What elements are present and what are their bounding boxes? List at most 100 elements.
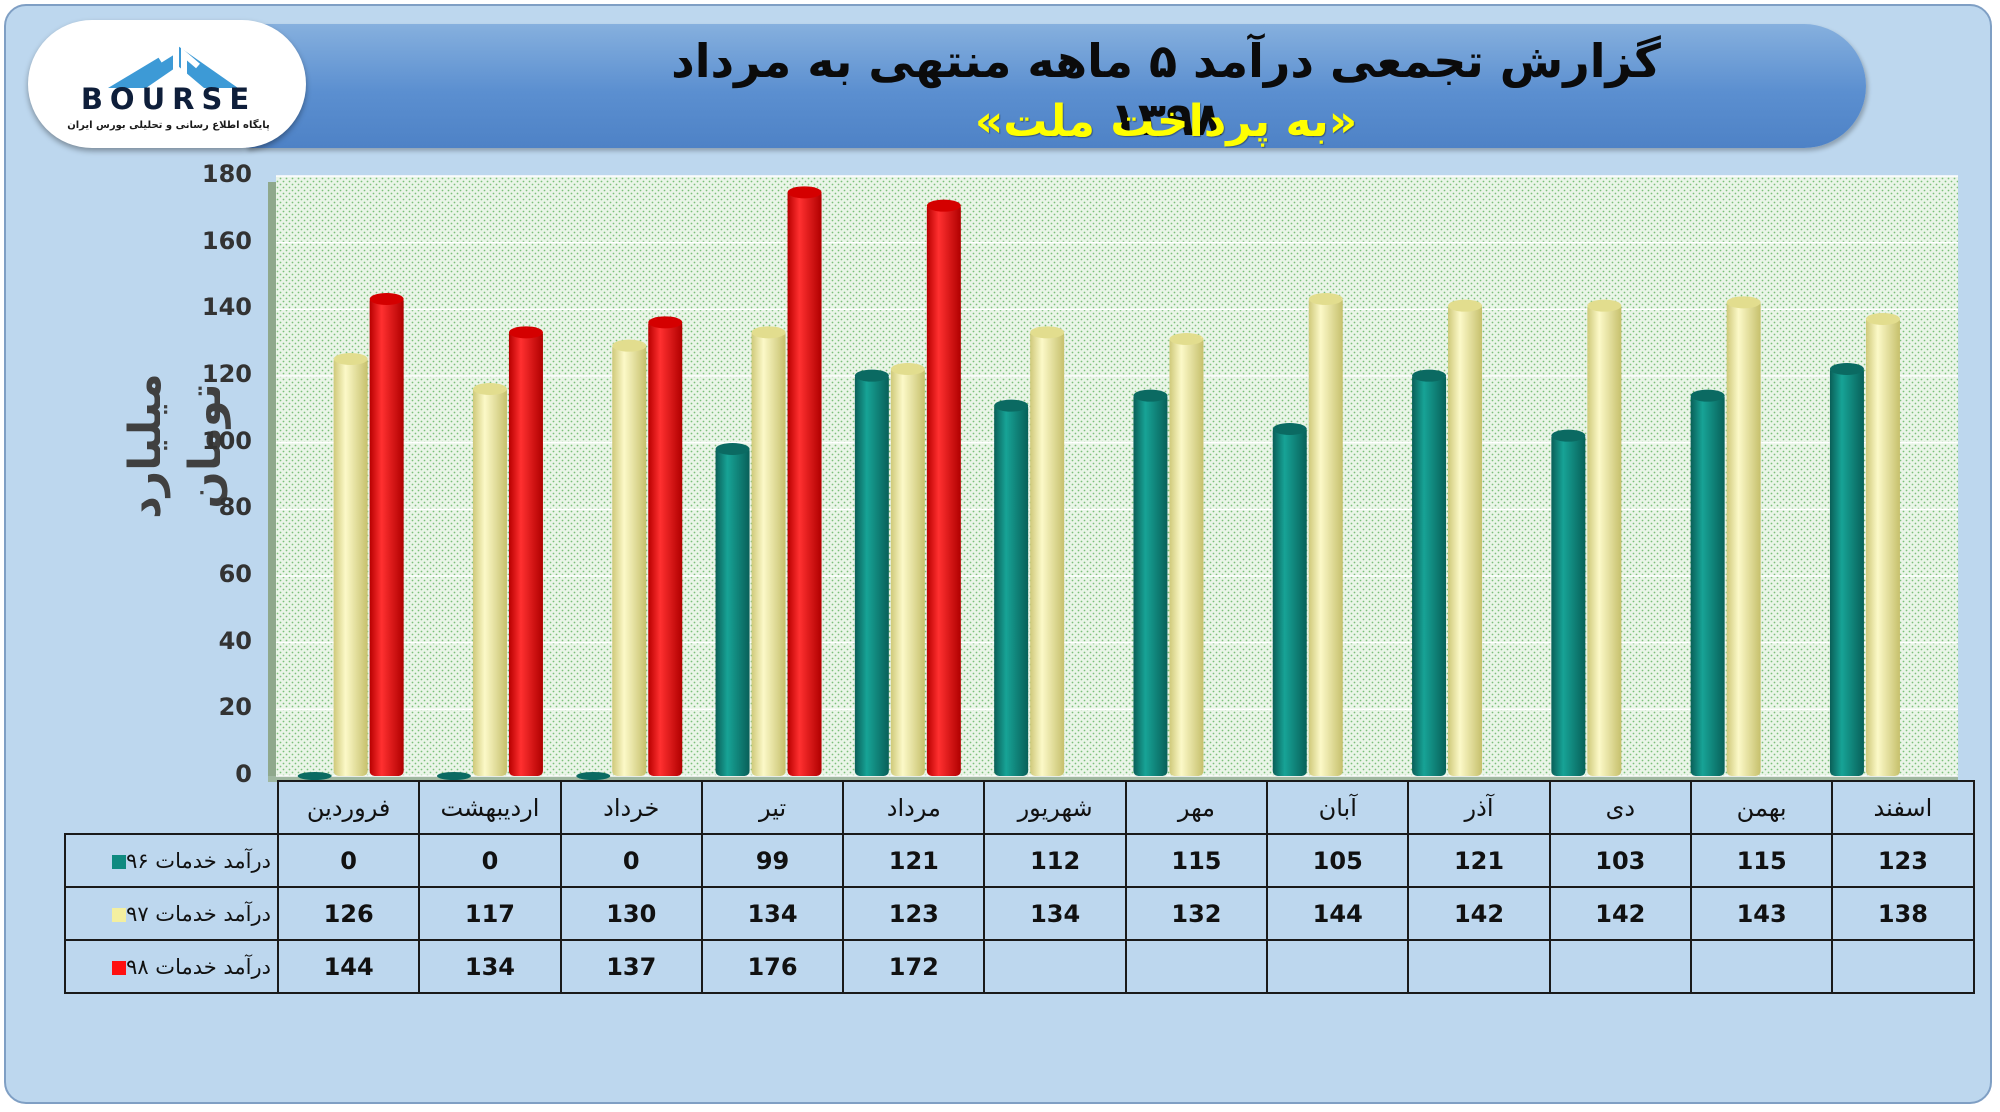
y-tick-label: 180	[201, 160, 252, 188]
table-cell: 112	[983, 833, 1127, 888]
table-cell: 144	[276, 939, 421, 994]
bar-cap	[1133, 389, 1168, 402]
bar	[715, 446, 750, 776]
bar	[854, 372, 889, 776]
bar	[648, 319, 683, 776]
bourse-logo: BOURSE پایگاه اطلاع رسانی و تحلیلی بورس …	[28, 20, 306, 148]
logo-mark-icon	[108, 44, 238, 88]
bar-cap	[472, 383, 507, 395]
bar-cap	[369, 293, 404, 305]
bar-cap	[926, 199, 961, 212]
table-cell: 126	[276, 886, 421, 941]
bar-cap	[1551, 429, 1586, 442]
table-cell: 99	[700, 833, 845, 888]
bar	[612, 342, 647, 776]
table-cell: 103	[1548, 833, 1692, 888]
chart-frame: گزارش تجمعی درآمد ۵ ماهه منتهی به مرداد …	[4, 4, 1992, 1104]
table-row: درآمد خدمات ۹۸ 144 134 137 176 172	[64, 939, 1975, 994]
bar-cap	[994, 399, 1029, 412]
bar	[1169, 336, 1204, 776]
bar-cap	[1865, 313, 1900, 325]
y-tick-label: 60	[218, 560, 252, 588]
y-tick-label: 160	[201, 226, 252, 255]
category-label: مرداد	[842, 780, 986, 835]
table-cell: 138	[1831, 886, 1975, 941]
table-cell: 0	[559, 833, 703, 888]
bar	[508, 329, 543, 776]
logo-subtext: پایگاه اطلاع رسانی و تحلیلی بورس ایران	[67, 120, 270, 131]
bar-cap	[1726, 296, 1761, 309]
bar-cap	[1169, 333, 1204, 345]
table-cell	[1407, 939, 1551, 994]
category-label: تیر	[700, 780, 845, 835]
bar-cap	[648, 316, 683, 329]
bar-cap	[1412, 369, 1447, 382]
bar	[1308, 296, 1343, 776]
table-cell: 117	[418, 886, 562, 941]
bar	[787, 189, 822, 777]
table-cell: 0	[418, 833, 562, 888]
table-row: درآمد خدمات ۹۶ 0 0 0 99 121 112 115 105 121 103 115…	[64, 833, 1975, 888]
bar	[1726, 299, 1761, 776]
table-cell: 137	[559, 939, 703, 994]
bar	[436, 772, 471, 780]
bar-cap	[1690, 389, 1725, 402]
table-cell: 130	[559, 886, 703, 941]
title-banner: گزارش تجمعی درآمد ۵ ماهه منتهی به مرداد …	[246, 24, 1866, 148]
bar	[369, 296, 404, 776]
table-cell: 0	[276, 833, 421, 888]
bar-cap	[1587, 299, 1622, 312]
plot-side-wall	[268, 182, 276, 782]
bar-cap	[333, 353, 368, 365]
table-cell: 143	[1689, 886, 1834, 941]
category-label: اسفند	[1831, 780, 1975, 835]
bar-cap	[1030, 326, 1065, 339]
table-cell: 176	[700, 939, 845, 994]
legend-swatch	[112, 907, 127, 922]
table-cell: 123	[1831, 833, 1975, 888]
legend-swatch	[112, 854, 127, 869]
bar	[1587, 302, 1622, 776]
bar	[1690, 392, 1725, 776]
bar-cap	[612, 339, 647, 352]
bar	[1272, 426, 1307, 776]
table-cell: 172	[842, 939, 986, 994]
bar	[333, 356, 368, 776]
table-cell	[983, 939, 1127, 994]
category-label: اردیبهشت	[418, 780, 562, 835]
table-cell: 142	[1548, 886, 1692, 941]
table-cell: 105	[1266, 833, 1410, 888]
series-label: درآمد خدمات ۹۷	[64, 886, 279, 941]
series-label: درآمد خدمات ۹۶	[64, 833, 279, 888]
y-tick-label: 140	[201, 293, 252, 322]
bar	[751, 329, 786, 776]
category-label: خرداد	[559, 780, 703, 835]
bar-cap	[1448, 299, 1483, 312]
chart-subtitle: «به پرداخت ملت»	[974, 96, 1358, 147]
bar-cap	[1308, 293, 1343, 305]
table-cell: 115	[1689, 833, 1834, 888]
category-label: شهریور	[983, 780, 1127, 835]
bar-cap	[890, 363, 925, 375]
table-corner	[65, 781, 279, 835]
bar	[1551, 432, 1586, 776]
category-label: آذر	[1407, 780, 1551, 835]
table-cell	[1124, 939, 1269, 994]
y-tick-label: 100	[201, 426, 252, 455]
bar-cap	[751, 326, 786, 339]
bar	[1030, 329, 1065, 776]
bar	[297, 772, 332, 780]
chart-title: گزارش تجمعی درآمد ۵ ماهه منتهی به مرداد …	[671, 34, 1661, 146]
series-name: درآمد خدمات ۹۸	[126, 954, 271, 979]
table-cell: 144	[1266, 886, 1410, 941]
bar	[1412, 372, 1447, 776]
legend-swatch	[112, 960, 127, 975]
bars-layer	[297, 186, 1900, 780]
bar	[1133, 392, 1168, 776]
table-cell	[1831, 939, 1975, 994]
y-tick-label: 20	[218, 693, 252, 722]
bar-cap	[508, 326, 543, 339]
series-name: درآمد خدمات ۹۷	[126, 901, 271, 926]
table-cell	[1689, 939, 1834, 994]
bar	[576, 772, 611, 780]
